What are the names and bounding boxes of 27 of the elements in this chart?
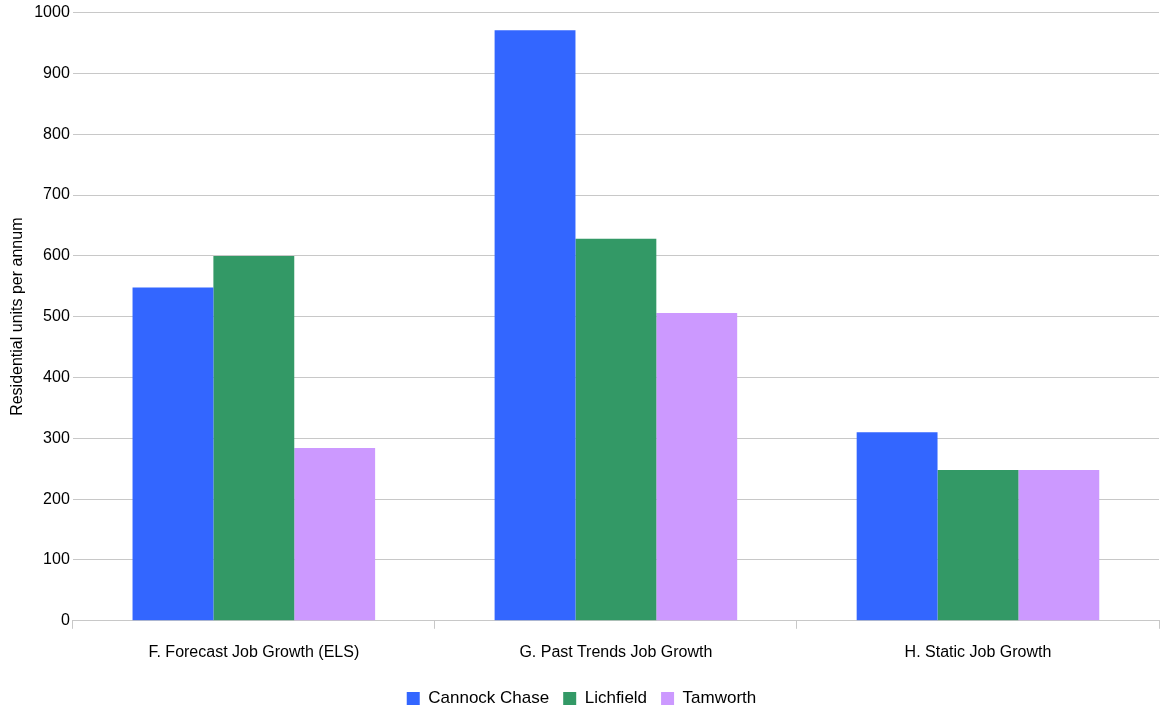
y-tick-label: 800 (43, 124, 70, 142)
bar (294, 448, 376, 621)
x-tick-label: G. Past Trends Job Growth (519, 642, 713, 660)
y-tick-label: 0 (60, 611, 70, 629)
y-tick-label: 200 (43, 489, 70, 507)
bar (656, 313, 738, 621)
y-tick-label: 300 (43, 428, 70, 446)
bar (1018, 469, 1100, 621)
y-tick-label: 600 (43, 246, 70, 264)
bar (937, 469, 1019, 621)
y-tick-label: 500 (43, 307, 70, 325)
x-tick-label: F. Forecast Job Growth (ELS) (148, 642, 360, 660)
bar (132, 287, 214, 621)
bar (575, 238, 657, 621)
y-tick-label: 700 (43, 185, 70, 203)
legend-label: Cannock Chase (428, 688, 550, 708)
y-axis-title: Residential units per annum (8, 217, 26, 416)
y-tick-label: 400 (43, 367, 70, 385)
legend-label: Lichfield (584, 688, 648, 708)
y-tick-label: 900 (43, 63, 70, 81)
bar (856, 432, 938, 621)
y-tick-label: 100 (43, 550, 70, 568)
x-tick-label: H. Static Job Growth (904, 642, 1052, 660)
bar (213, 255, 295, 621)
bar (494, 30, 576, 621)
y-tick-label: 1000 (34, 3, 70, 21)
legend-label: Tamworth (682, 688, 757, 708)
